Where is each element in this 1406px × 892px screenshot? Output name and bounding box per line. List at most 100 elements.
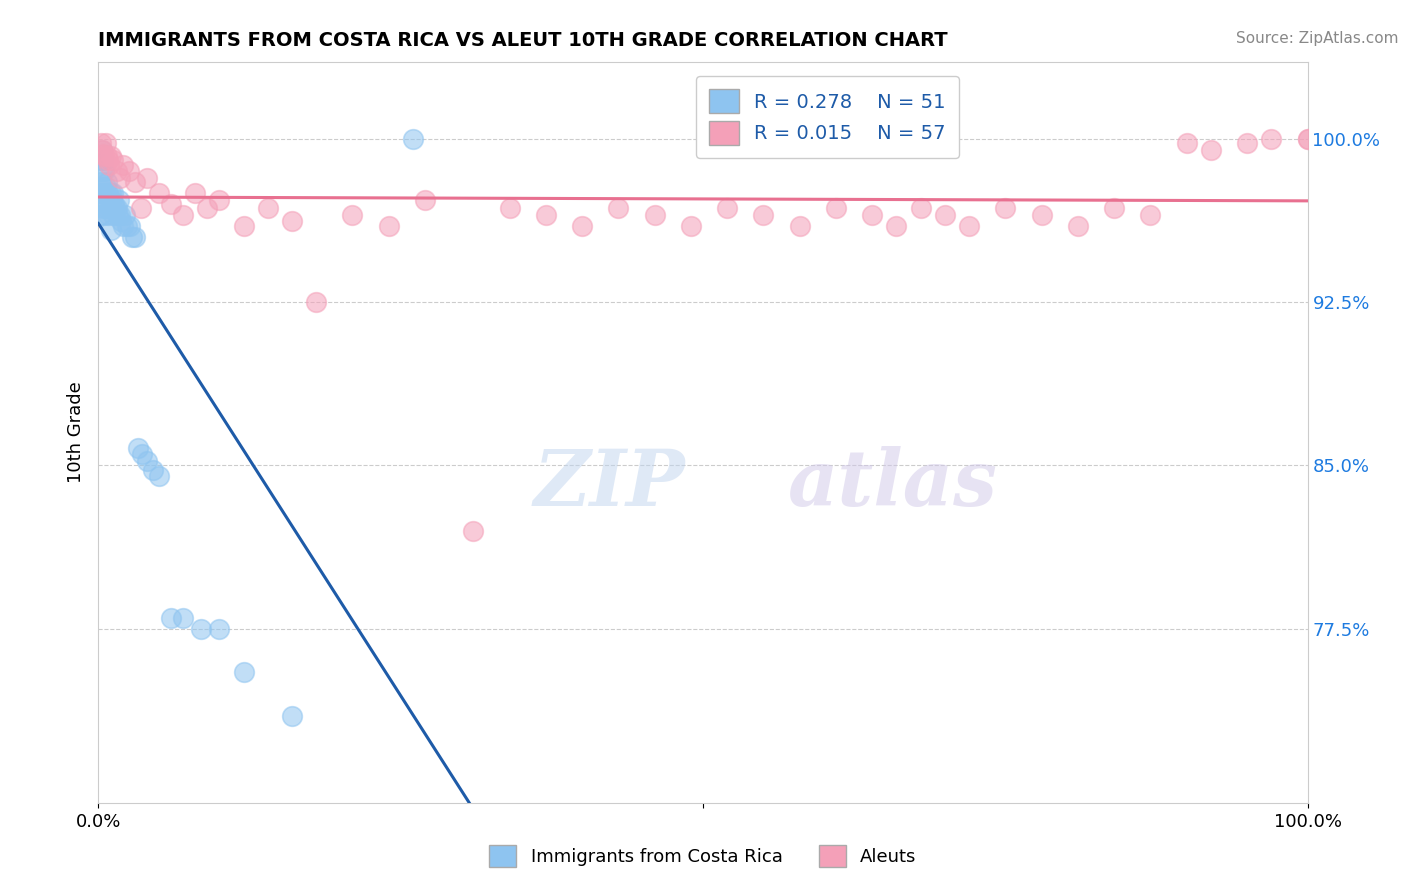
Point — [103, 197, 125, 211]
Point — [98, 158, 121, 172]
Point — [402, 131, 425, 145]
Point — [716, 202, 738, 216]
Point — [110, 214, 132, 228]
Point — [184, 186, 207, 200]
Point — [825, 202, 848, 216]
Point — [127, 441, 149, 455]
Point — [377, 219, 399, 233]
Point — [107, 208, 129, 222]
Point — [1260, 131, 1282, 145]
Point — [142, 462, 165, 476]
Point — [1296, 131, 1319, 145]
Text: ZIP: ZIP — [534, 446, 685, 523]
Point — [160, 197, 183, 211]
Point — [256, 202, 278, 216]
Point — [93, 186, 115, 200]
Point — [994, 202, 1017, 216]
Point — [232, 665, 254, 680]
Point — [957, 219, 980, 233]
Point — [121, 229, 143, 244]
Point — [97, 208, 120, 222]
Y-axis label: 10th Grade: 10th Grade — [66, 382, 84, 483]
Point — [148, 186, 170, 200]
Point — [498, 202, 520, 216]
Point — [96, 197, 118, 211]
Point — [679, 219, 702, 233]
Point — [281, 214, 304, 228]
Point — [104, 202, 127, 216]
Legend: Immigrants from Costa Rica, Aleuts: Immigrants from Costa Rica, Aleuts — [482, 838, 924, 874]
Point — [101, 208, 124, 222]
Point — [105, 164, 128, 178]
Point — [281, 708, 304, 723]
Point — [97, 186, 120, 200]
Point — [90, 153, 112, 168]
Point — [93, 208, 115, 222]
Point — [208, 193, 231, 207]
Point — [752, 208, 775, 222]
Point — [1031, 208, 1053, 222]
Point — [886, 219, 908, 233]
Point — [172, 208, 194, 222]
Point — [93, 164, 115, 178]
Legend: R = 0.278    N = 51, R = 0.015    N = 57: R = 0.278 N = 51, R = 0.015 N = 57 — [696, 76, 959, 158]
Point — [534, 208, 557, 222]
Point — [342, 208, 364, 222]
Point — [124, 175, 146, 189]
Point — [208, 622, 231, 636]
Point — [108, 208, 131, 222]
Point — [96, 175, 118, 189]
Point — [108, 170, 131, 185]
Point — [91, 164, 114, 178]
Point — [232, 219, 254, 233]
Point — [93, 149, 115, 163]
Point — [1102, 202, 1125, 216]
Text: IMMIGRANTS FROM COSTA RICA VS ALEUT 10TH GRADE CORRELATION CHART: IMMIGRANTS FROM COSTA RICA VS ALEUT 10TH… — [98, 31, 948, 50]
Point — [91, 143, 114, 157]
Point — [305, 295, 328, 310]
Point — [98, 193, 121, 207]
Point — [91, 186, 114, 200]
Point — [91, 179, 114, 194]
Text: Source: ZipAtlas.com: Source: ZipAtlas.com — [1236, 31, 1399, 46]
Point — [1067, 219, 1090, 233]
Point — [195, 202, 218, 216]
Point — [101, 186, 124, 200]
Point — [105, 202, 128, 216]
Point — [89, 208, 111, 222]
Point — [94, 136, 117, 150]
Point — [463, 524, 485, 538]
Point — [190, 622, 212, 636]
Point — [94, 202, 117, 216]
Point — [100, 193, 122, 207]
Point — [1296, 131, 1319, 145]
Point — [131, 447, 153, 461]
Point — [111, 219, 134, 233]
Point — [96, 149, 118, 163]
Point — [100, 202, 122, 216]
Point — [172, 610, 194, 624]
Point — [644, 208, 666, 222]
Point — [89, 186, 111, 200]
Point — [413, 193, 436, 207]
Point — [934, 208, 956, 222]
Point — [1175, 136, 1198, 150]
Point — [117, 219, 139, 233]
Point — [100, 186, 122, 200]
Point — [118, 219, 141, 233]
Point — [160, 610, 183, 624]
Point — [111, 158, 134, 172]
Point — [571, 219, 593, 233]
Point — [129, 202, 152, 216]
Point — [100, 223, 122, 237]
Point — [91, 143, 114, 157]
Point — [135, 170, 157, 185]
Point — [860, 208, 883, 222]
Point — [108, 193, 131, 207]
Point — [91, 202, 114, 216]
Text: atlas: atlas — [787, 446, 997, 523]
Point — [100, 149, 122, 163]
Point — [607, 202, 630, 216]
Point — [148, 469, 170, 483]
Point — [90, 175, 112, 189]
